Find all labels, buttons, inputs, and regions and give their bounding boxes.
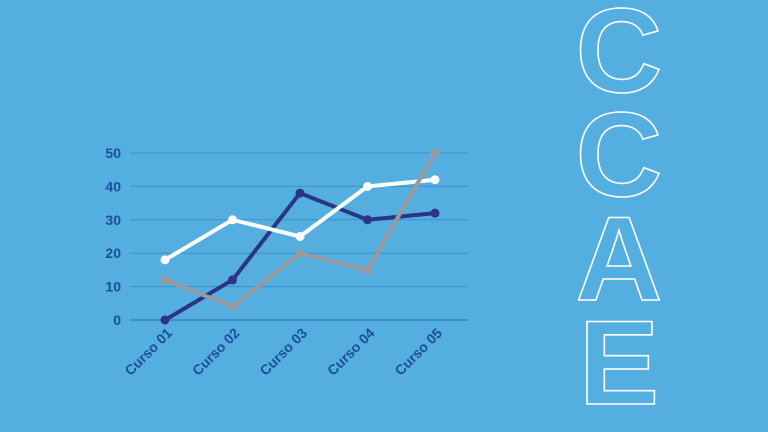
y-tick-label: 10 [105,279,121,295]
letter-e: E [579,296,659,430]
letter-c-1: C [576,0,663,118]
letter-a: A [576,192,663,326]
y-tick-label: 30 [105,212,121,228]
x-tick-label: Curso 01 [121,325,175,379]
y-tick-label: 40 [105,178,121,194]
data-point [295,248,305,258]
x-tick-label: Curso 03 [256,325,310,379]
series-line-3 [164,151,437,309]
data-point [228,215,237,225]
x-tick-label: Curso 02 [189,325,243,379]
data-point [160,275,170,285]
data-point [295,232,305,241]
data-point [430,208,440,218]
data-point [363,181,372,191]
data-point [363,215,372,225]
data-point [228,302,237,312]
x-tick-label: Curso 04 [324,325,378,379]
data-point [430,175,440,185]
y-tick-label: 50 [105,145,121,161]
data-point [228,275,237,285]
y-tick-label: 20 [105,245,121,261]
data-point [295,188,305,198]
data-point [160,315,170,325]
x-tick-label: Curso 05 [391,325,445,379]
data-point [430,148,440,158]
side-letters: C C A E [575,0,663,431]
letter-c-2: C [576,88,663,222]
data-point [363,265,372,275]
y-tick-label: 0 [113,312,121,328]
data-point [160,255,170,265]
